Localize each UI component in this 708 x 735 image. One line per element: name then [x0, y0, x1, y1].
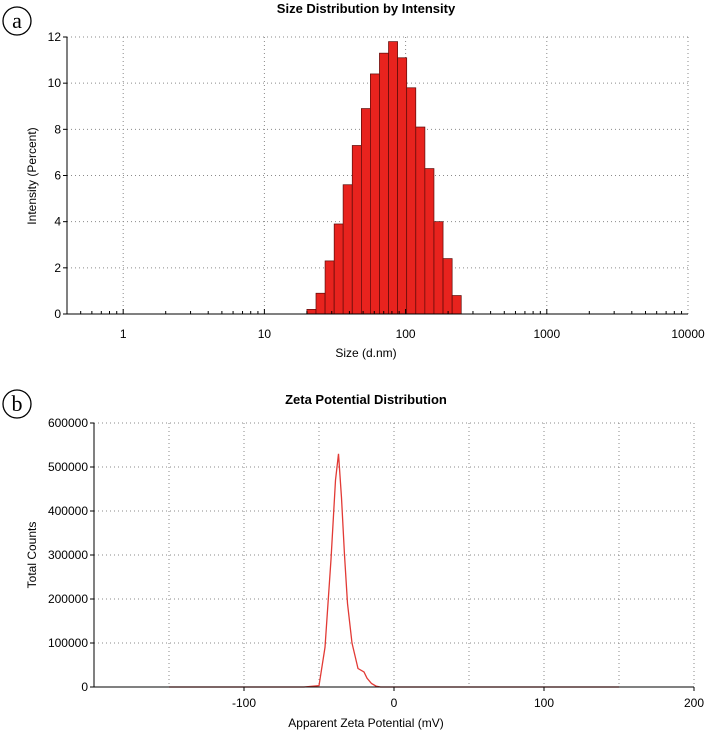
chart-a-bars — [306, 41, 462, 315]
chart-b-xlabel: Apparent Zeta Potential (mV) — [288, 716, 443, 730]
chart-b-ytick-label: 100000 — [48, 636, 88, 650]
chart-b-ytick-label: 500000 — [48, 460, 88, 474]
chart-b-grid — [94, 422, 695, 687]
chart-b-xtick-label: -100 — [232, 696, 256, 710]
chart-b-ylabel: Total Counts — [25, 522, 39, 589]
chart-a-ytick-label: 8 — [54, 122, 61, 136]
panel-b-circle — [2, 389, 32, 419]
chart-a-bar — [442, 258, 453, 315]
chart-a-xlabel: Size (d.nm) — [335, 346, 396, 360]
chart-a-ytick-label: 12 — [48, 30, 62, 44]
chart-b-ytick-label: 300000 — [48, 548, 88, 562]
chart-a-xtick-label: 1 — [120, 327, 127, 341]
chart-a-bar — [406, 87, 417, 315]
zeta-potential-chart: Zeta Potential Distribution -100 0 100 2000… — [25, 392, 704, 730]
panel-a-circle — [2, 6, 32, 36]
chart-a-ylabel: Intensity (Percent) — [25, 127, 39, 224]
chart-a-ytick-label: 4 — [54, 215, 61, 229]
panel-a-letter: a — [12, 8, 22, 33]
chart-a-xtick-label: 10000 — [671, 327, 705, 341]
chart-b-xtick-label: 200 — [684, 696, 704, 710]
chart-a-ytick-label: 6 — [54, 169, 61, 183]
chart-a-bar — [306, 309, 317, 315]
chart-b-xtick-label: 100 — [534, 696, 554, 710]
chart-a-bar — [451, 295, 462, 315]
chart-b-title: Zeta Potential Distribution — [285, 392, 447, 407]
chart-a-xtick-label: 100 — [396, 327, 416, 341]
size-distribution-chart: Size Distribution by Intensity 1 10 100 100… — [25, 1, 705, 360]
chart-a-bar — [360, 108, 371, 315]
chart-a-bar — [342, 184, 353, 315]
chart-a-bar — [424, 168, 435, 315]
chart-a-title: Size Distribution by Intensity — [277, 1, 456, 16]
chart-b-ytick-label: 200000 — [48, 592, 88, 606]
chart-b-series-line — [169, 453, 619, 688]
chart-b-xtick-label: 0 — [391, 696, 398, 710]
chart-b-series — [169, 453, 619, 688]
chart-a-xtick-label: 10 — [258, 327, 272, 341]
chart-a-bar — [370, 73, 380, 315]
chart-a-bar — [415, 126, 426, 315]
chart-a-bar — [379, 52, 389, 315]
chart-a-bar — [351, 145, 362, 315]
chart-b-ytick-label: 0 — [81, 680, 88, 694]
chart-a-xtick-label: 1000 — [533, 327, 560, 341]
chart-a-bar — [333, 223, 344, 315]
chart-a-bar — [324, 260, 335, 315]
chart-b-ytick-label: 600000 — [48, 416, 88, 430]
panel-b-label: b — [2, 389, 32, 419]
panel-b-letter: b — [12, 391, 23, 416]
chart-a-bar — [315, 292, 326, 315]
chart-a-ticks: 1 10 100 1000 10000 0 2 4 6 8 10 12 — [48, 30, 705, 341]
chart-b-ticks: -100 0 100 200 0 100000 200000 300000 400000 5000… — [48, 416, 704, 710]
chart-a-bar — [433, 221, 444, 315]
chart-a-ytick-label: 2 — [54, 261, 61, 275]
chart-a-ytick-label: 0 — [54, 307, 61, 321]
chart-a-bar — [397, 57, 408, 315]
panel-a-label: a — [2, 6, 32, 36]
chart-b-ytick-label: 400000 — [48, 504, 88, 518]
chart-a-bar — [388, 41, 398, 315]
chart-a-ytick-label: 10 — [48, 76, 62, 90]
